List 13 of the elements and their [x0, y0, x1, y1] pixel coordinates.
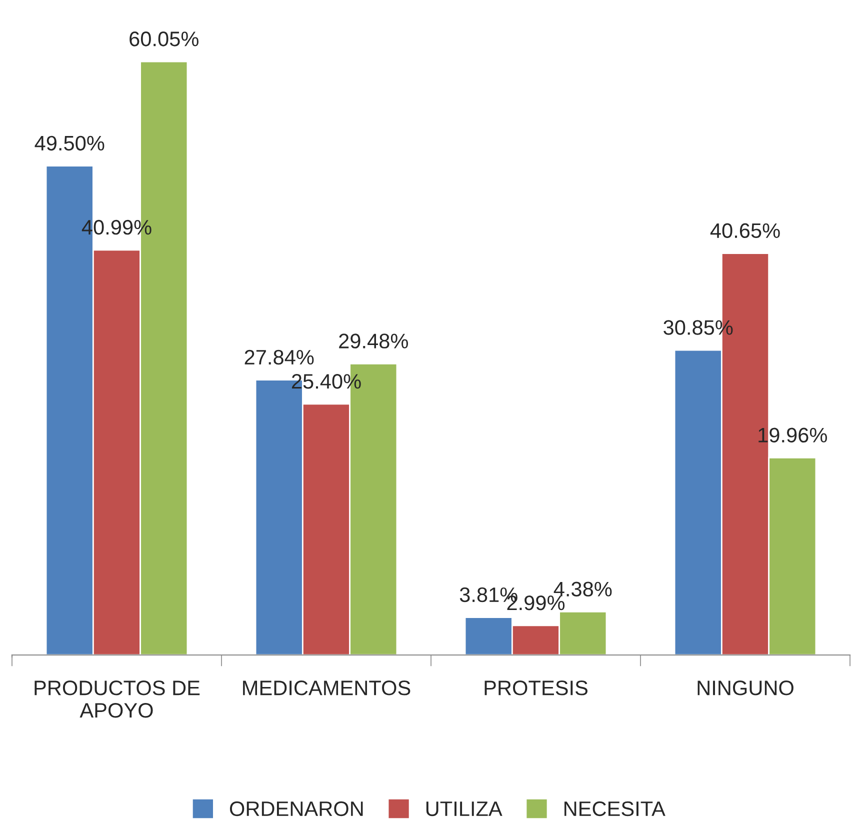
- legend-label: NECESITA: [564, 801, 666, 816]
- legend-label: UTILIZA: [426, 802, 502, 816]
- data-label: 40.65%: [710, 223, 780, 238]
- x-tick-label: MEDICAMENTOS: [243, 680, 410, 696]
- legend-label: ORDENARON: [230, 801, 363, 816]
- data-label: 29.48%: [339, 334, 408, 348]
- data-label: 60.05%: [130, 32, 198, 46]
- x-tick-label: NINGUNO: [698, 680, 794, 696]
- data-label: 4.38%: [554, 582, 612, 596]
- x-tick-label: PROTESIS: [484, 680, 588, 696]
- data-label: 49.50%: [34, 136, 104, 151]
- x-tick-label: PRODUCTOS DE APOYO: [34, 680, 200, 718]
- data-label: 27.84%: [244, 350, 314, 365]
